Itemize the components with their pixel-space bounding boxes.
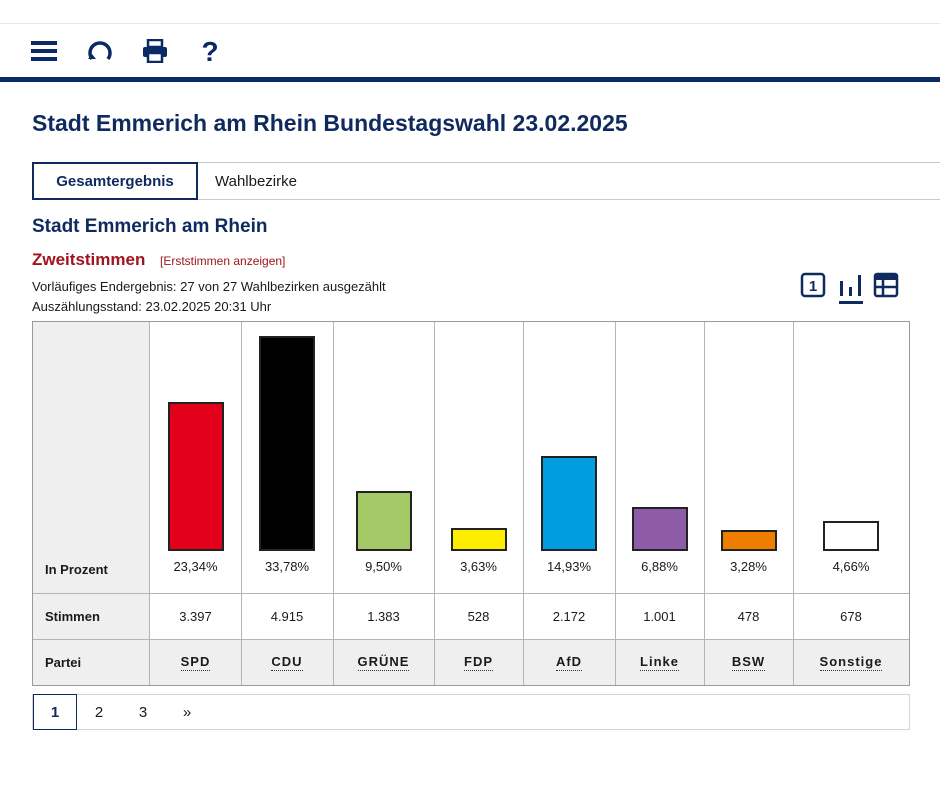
bar-fdp (450, 528, 507, 551)
table-icon[interactable] (872, 271, 900, 299)
tab-wahlbezirke[interactable]: Wahlbezirke (215, 172, 297, 190)
single-result-icon[interactable]: 1 (799, 271, 827, 299)
bar-chart-icon[interactable] (837, 271, 865, 299)
next-page-button[interactable]: » (182, 703, 192, 721)
svg-text:?: ? (201, 38, 218, 64)
toolbar-divider (0, 77, 940, 82)
votes-cell: 4.915 (270, 609, 304, 624)
party-name-bsw[interactable]: BSW (731, 654, 766, 671)
bar-cdu (259, 336, 315, 551)
row-divider (33, 593, 909, 594)
percent-label: 6,88% (641, 559, 678, 574)
party-name-afd[interactable]: AfD (555, 654, 583, 671)
votes-cell: 3.397 (179, 609, 212, 624)
vote-type-heading: Zweitstimmen (32, 250, 146, 269)
count-status: Vorläufiges Endergebnis: 27 von 27 Wahlb… (32, 279, 386, 294)
column-divider (523, 322, 524, 685)
votes-cell: 478 (737, 609, 760, 624)
top-strip (0, 0, 940, 24)
party-row-background (150, 639, 909, 685)
menu-icon[interactable] (28, 35, 60, 67)
print-icon[interactable] (139, 35, 171, 67)
party-name-spd[interactable]: SPD (180, 654, 211, 671)
bar-linke (631, 507, 688, 551)
toolbar: ? (0, 25, 940, 77)
results-table: In Prozent Stimmen Partei 23,34% 3.397 SPD… (32, 321, 910, 686)
votes-cell: 678 (840, 609, 862, 624)
votes-cell: 1.001 (643, 609, 676, 624)
column-divider (615, 322, 616, 685)
percent-label: 9,50% (365, 559, 402, 574)
svg-text:1: 1 (809, 278, 817, 295)
column-divider (241, 322, 242, 685)
page-1-button[interactable]: 1 (33, 694, 77, 730)
refresh-icon[interactable] (84, 35, 116, 67)
help-icon[interactable]: ? (194, 35, 226, 67)
column-divider (333, 322, 334, 685)
party-name-cdu[interactable]: CDU (271, 654, 303, 671)
bar-bsw (720, 530, 777, 551)
percent-label: 23,34% (173, 559, 218, 574)
percent-label: 4,66% (832, 559, 870, 574)
page-2-button[interactable]: 2 (94, 703, 104, 721)
row-label-votes: Stimmen (45, 609, 100, 624)
percent-label: 3,63% (460, 559, 497, 574)
page-title: Stadt Emmerich am Rhein Bundestagswahl 2… (32, 110, 628, 136)
column-divider (434, 322, 435, 685)
votes-cell: 2.172 (552, 609, 586, 624)
column-divider (793, 322, 794, 685)
percent-label: 3,28% (730, 559, 767, 574)
percent-label: 14,93% (546, 559, 592, 574)
party-name-grüne[interactable]: GRÜNE (357, 654, 410, 671)
row-label-percent: In Prozent (45, 562, 108, 577)
row-label-party: Partei (45, 655, 82, 670)
bar-grüne (355, 491, 412, 551)
tab-gesamtergebnis[interactable]: Gesamtergebnis (32, 162, 198, 200)
bar-spd (167, 402, 224, 551)
votes-cell: 528 (467, 609, 490, 624)
row-header-column (33, 322, 150, 685)
section-title: Stadt Emmerich am Rhein (32, 216, 268, 237)
party-name-linke[interactable]: Linke (640, 654, 679, 671)
count-timestamp: Auszählungsstand: 23.02.2025 20:31 Uhr (32, 299, 272, 314)
pagination: 1 2 3 » (32, 694, 910, 730)
bar-sonstige (823, 521, 879, 551)
party-name-fdp[interactable]: FDP (464, 654, 493, 671)
show-erststimmen-link[interactable]: [Erststimmen anzeigen] (160, 254, 286, 268)
votes-cell: 1.383 (367, 609, 400, 624)
row-divider (33, 639, 909, 640)
party-name-sonstige[interactable]: Sonstige (819, 654, 883, 671)
tab-bar: Gesamtergebnis Wahlbezirke (32, 162, 940, 200)
bar-afd (541, 456, 597, 551)
column-divider (704, 322, 705, 685)
percent-label: 33,78% (264, 559, 310, 574)
page-3-button[interactable]: 3 (138, 703, 148, 721)
active-view-indicator (839, 301, 863, 304)
